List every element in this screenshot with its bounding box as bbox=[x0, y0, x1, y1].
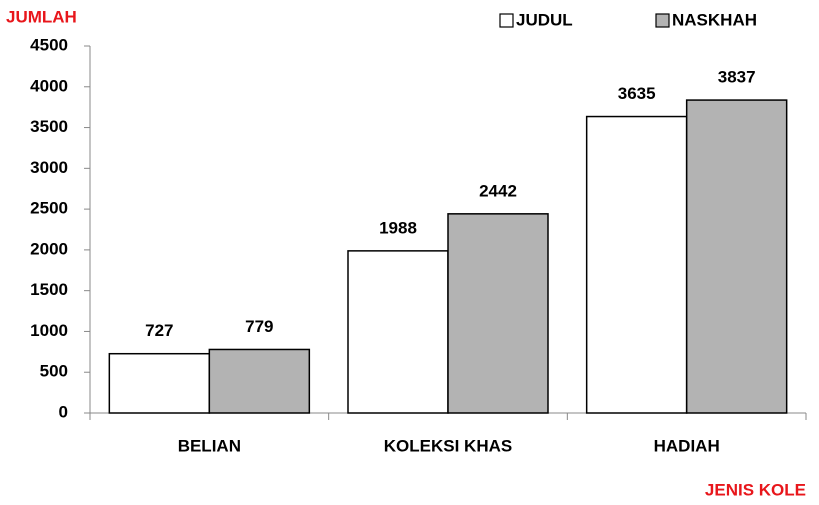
y-tick-label: 0 bbox=[59, 402, 68, 421]
x-tick-label: BELIAN bbox=[178, 436, 241, 455]
x-axis-label: JENIS KOLE bbox=[705, 480, 806, 499]
y-tick-label: 3500 bbox=[30, 117, 68, 136]
bar bbox=[447, 213, 549, 414]
x-tick-label: HADIAH bbox=[654, 436, 720, 455]
y-tick-label: 2500 bbox=[30, 199, 68, 218]
y-tick-label: 1000 bbox=[30, 321, 68, 340]
y-axis-label: JUMLAH bbox=[6, 7, 77, 26]
bar bbox=[685, 99, 788, 414]
data-label: 779 bbox=[245, 317, 273, 336]
data-label: 727 bbox=[145, 321, 173, 340]
bar bbox=[585, 115, 688, 414]
data-label: 1988 bbox=[379, 218, 417, 237]
bar bbox=[347, 250, 449, 414]
x-tick-label: KOLEKSI KHAS bbox=[384, 436, 512, 455]
bar bbox=[208, 348, 311, 414]
y-tick-label: 2000 bbox=[30, 239, 68, 258]
y-tick-label: 4500 bbox=[30, 35, 68, 54]
data-label: 2442 bbox=[479, 181, 517, 200]
legend-swatch bbox=[655, 13, 670, 28]
legend-label: JUDUL bbox=[516, 10, 573, 29]
data-label: 3837 bbox=[718, 68, 756, 87]
legend-label: NASKHAH bbox=[672, 10, 757, 29]
y-tick-label: 3000 bbox=[30, 158, 68, 177]
bar bbox=[108, 352, 211, 414]
y-tick-label: 4000 bbox=[30, 76, 68, 95]
y-tick-label: 1500 bbox=[30, 280, 68, 299]
data-label: 3635 bbox=[618, 84, 656, 103]
legend-swatch bbox=[499, 13, 514, 28]
y-tick-label: 500 bbox=[40, 362, 68, 381]
